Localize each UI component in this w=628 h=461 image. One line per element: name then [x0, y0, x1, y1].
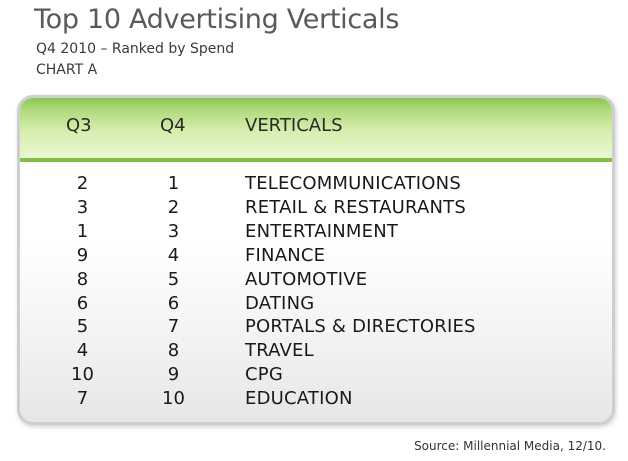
- chart-subtitle: Q4 2010 – Ranked by Spend: [36, 41, 235, 57]
- source-note: Source: Millennial Media, 12/10.: [414, 439, 606, 453]
- q4-rank: 8: [167, 340, 180, 362]
- vertical-name: EDUCATION: [245, 388, 353, 410]
- q4-rank: 9: [167, 364, 180, 386]
- table-row: 7 10 EDUCATION: [20, 388, 612, 412]
- q3-rank: 8: [76, 268, 89, 290]
- vertical-name: RETAIL & RESTAURANTS: [245, 196, 466, 218]
- q3-rank: 4: [76, 340, 89, 362]
- chart-label: CHART A: [36, 62, 98, 78]
- table-row: 6 6 DATING: [20, 293, 612, 317]
- vertical-name: PORTALS & DIRECTORIES: [245, 316, 476, 338]
- vertical-name: ENTERTAINMENT: [245, 220, 399, 242]
- q3-rank: 5: [76, 316, 89, 338]
- column-header-q4: Q4: [160, 115, 186, 136]
- q4-rank: 3: [167, 220, 180, 242]
- vertical-name: TELECOMMUNICATIONS: [245, 173, 461, 194]
- vertical-name: AUTOMOTIVE: [245, 268, 368, 290]
- table-row: 3 2 RETAIL & RESTAURANTS: [20, 197, 612, 221]
- column-header-q3: Q3: [66, 115, 92, 136]
- q4-rank: 2: [167, 196, 180, 218]
- q4-rank: 4: [167, 244, 180, 266]
- q3-rank: 2: [76, 173, 89, 194]
- table-row: 9 4 FINANCE: [20, 245, 612, 269]
- vertical-name: CPG: [245, 364, 283, 386]
- q3-rank: 1: [76, 220, 89, 242]
- chart-title: Top 10 Advertising Verticals: [34, 4, 400, 35]
- q4-rank: 6: [167, 292, 180, 314]
- q3-rank: 6: [76, 292, 89, 314]
- q4-rank: 1: [167, 173, 180, 194]
- table-row: 2 1 TELECOMMUNICATIONS: [20, 173, 612, 197]
- q3-rank: 7: [76, 388, 89, 410]
- table-header: Q3 Q4 VERTICALS: [20, 98, 612, 162]
- table-row: 10 9 CPG: [20, 364, 612, 388]
- table-row: 8 5 AUTOMOTIVE: [20, 269, 612, 293]
- vertical-name: DATING: [245, 292, 315, 314]
- table-row: 4 8 TRAVEL: [20, 340, 612, 364]
- table-row: 1 3 ENTERTAINMENT: [20, 221, 612, 245]
- q3-rank: 9: [76, 244, 89, 266]
- ranking-table-panel: Q3 Q4 VERTICALS 2 1 TELECOMMUNICATIONS 3 2 RE…: [17, 95, 615, 425]
- vertical-name: TRAVEL: [245, 340, 314, 362]
- vertical-name: FINANCE: [245, 244, 326, 266]
- table-row: 5 7 PORTALS & DIRECTORIES: [20, 316, 612, 340]
- column-header-verticals: VERTICALS: [245, 115, 343, 136]
- q3-rank: 3: [76, 196, 89, 218]
- q4-rank: 10: [162, 388, 185, 410]
- q3-rank: 10: [71, 364, 94, 386]
- q4-rank: 7: [167, 316, 180, 338]
- q4-rank: 5: [167, 268, 180, 290]
